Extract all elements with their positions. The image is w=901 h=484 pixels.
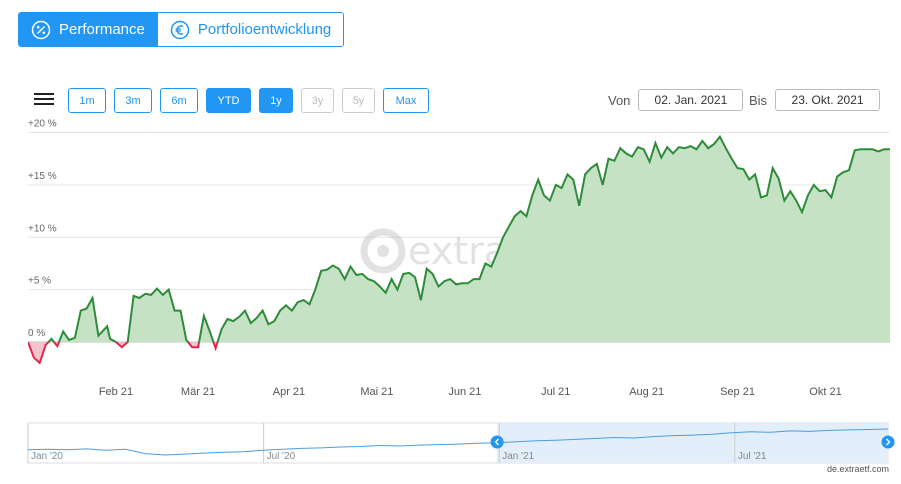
x-axis: Feb 21 Mär 21 Apr 21 Mai 21 Jun 21 Jul 21 Aug … xyxy=(99,386,842,398)
chevron-right-icon xyxy=(886,438,891,446)
y-tick-label: +10 % xyxy=(28,223,57,234)
range-1m-button[interactable]: 1m xyxy=(68,88,106,113)
navigator-tick-label: Jan '21 xyxy=(502,451,534,462)
navigator-tick-label: Jul '20 xyxy=(267,451,296,462)
credit-link[interactable]: de.extraetf.com xyxy=(826,464,889,474)
range-3y-button: 3y xyxy=(301,88,334,113)
tab-portfolioentwicklung[interactable]: Portfolioentwicklung xyxy=(156,13,344,46)
percent-icon xyxy=(31,20,51,39)
tab-performance-label: Performance xyxy=(59,21,145,38)
series-area xyxy=(28,134,890,365)
range-5y-button: 5y xyxy=(342,88,375,113)
y-tick-label: 0 % xyxy=(28,328,45,339)
x-tick-label: Aug 21 xyxy=(629,386,664,398)
date-to: Bis 23. Okt. 2021 xyxy=(749,89,881,111)
handle-circle xyxy=(881,435,895,449)
range-1y-button[interactable]: 1y xyxy=(259,88,293,113)
x-tick-label: Jun 21 xyxy=(448,386,481,398)
y-tick-label: +15 % xyxy=(28,171,57,182)
x-tick-label: Sep 21 xyxy=(720,386,755,398)
navigator-selection xyxy=(497,423,888,463)
x-tick-label: Jul 21 xyxy=(541,386,570,398)
navigator-tick-label: Jan '20 xyxy=(31,451,63,462)
date-to-input[interactable]: 23. Okt. 2021 xyxy=(775,89,881,111)
menu-icon[interactable] xyxy=(34,90,54,110)
range-ytd-button[interactable]: YTD xyxy=(206,88,251,113)
navigator-handle-right[interactable] xyxy=(881,435,895,449)
range-3m-button[interactable]: 3m xyxy=(114,88,152,113)
range-6m-button[interactable]: 6m xyxy=(160,88,198,113)
x-tick-label: Mär 21 xyxy=(181,386,215,398)
series-line xyxy=(28,134,890,342)
euro-icon xyxy=(170,20,190,39)
date-from-input[interactable]: 02. Jan. 2021 xyxy=(638,89,744,111)
range-selector: 1m 3m 6m YTD 1y 3y 5y Max xyxy=(68,88,429,113)
x-tick-label: Okt 21 xyxy=(809,386,841,398)
view-toggle: Performance Portfolioentwicklung xyxy=(18,12,345,47)
y-tick-label: +5 % xyxy=(28,276,51,287)
x-tick-label: Mai 21 xyxy=(360,386,393,398)
handle-circle xyxy=(490,435,504,449)
range-max-button[interactable]: Max xyxy=(383,88,429,113)
navigator-tick-label: Jul '21 xyxy=(738,451,767,462)
navigator-handle-left[interactable] xyxy=(490,435,504,449)
chevron-left-icon xyxy=(494,438,500,446)
area-positive xyxy=(28,136,890,342)
date-from-label: Von xyxy=(608,92,631,108)
navigator[interactable]: Jan '20 Jul '20 Jan '21 Jul '21 xyxy=(27,422,895,464)
x-tick-label: Feb 21 xyxy=(99,386,133,398)
date-from: Von 02. Jan. 2021 xyxy=(608,89,744,111)
navigator-line xyxy=(27,428,889,456)
tab-performance[interactable]: Performance xyxy=(19,13,157,46)
y-axis: 0 % +5 % +10 % +15 % +20 % xyxy=(28,119,57,340)
x-tick-label: Apr 21 xyxy=(273,386,305,398)
y-tick-label: +20 % xyxy=(28,119,57,130)
tab-portfolioentwicklung-label: Portfolioentwicklung xyxy=(197,21,332,38)
date-to-label: Bis xyxy=(749,92,768,108)
